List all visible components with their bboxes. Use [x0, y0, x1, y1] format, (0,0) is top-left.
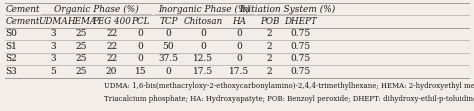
Text: 0: 0	[237, 54, 242, 63]
Text: UDMA: UDMA	[39, 17, 68, 26]
Text: 0: 0	[165, 67, 172, 76]
Text: HA: HA	[232, 17, 246, 26]
Text: S0: S0	[6, 29, 18, 38]
Text: 5: 5	[51, 67, 56, 76]
Text: 0.75: 0.75	[291, 67, 311, 76]
Text: S2: S2	[6, 54, 18, 63]
Text: PCL: PCL	[131, 17, 150, 26]
Text: Initiation System (%): Initiation System (%)	[239, 5, 335, 14]
Text: HEMA: HEMA	[67, 17, 96, 26]
Text: 37.5: 37.5	[158, 54, 179, 63]
Text: 22: 22	[106, 29, 117, 38]
Text: 0: 0	[201, 42, 206, 51]
Text: TCP: TCP	[159, 17, 178, 26]
Text: 2: 2	[267, 29, 273, 38]
Text: 3: 3	[51, 54, 56, 63]
Text: 0.75: 0.75	[291, 54, 311, 63]
Text: 15: 15	[135, 67, 146, 76]
Text: PEG 400: PEG 400	[92, 17, 131, 26]
Text: 12.5: 12.5	[193, 54, 213, 63]
Text: 3: 3	[51, 29, 56, 38]
Text: 0: 0	[138, 54, 144, 63]
Text: Triacalcium phosphate; HA: Hydroxyapatyte; POB: Benzoyl peroxide; DHEPT: dihydro: Triacalcium phosphate; HA: Hydroxyapatyt…	[104, 95, 474, 103]
Text: 0: 0	[237, 42, 242, 51]
Text: 2: 2	[267, 54, 273, 63]
Text: 17.5: 17.5	[193, 67, 213, 76]
Text: 0: 0	[165, 29, 172, 38]
Text: S1: S1	[6, 42, 18, 51]
Text: 0.75: 0.75	[291, 29, 311, 38]
Text: 0: 0	[138, 42, 144, 51]
Text: 20: 20	[106, 67, 117, 76]
Text: Cement: Cement	[6, 5, 40, 14]
Text: DHEPT: DHEPT	[284, 17, 317, 26]
Text: S3: S3	[6, 67, 18, 76]
Text: 0: 0	[201, 29, 206, 38]
Text: UDMA: 1,6-bis(methacryloxy-2-ethoxycarbonylamino)-2,4,4-trimethylhexane; HEMA: 2: UDMA: 1,6-bis(methacryloxy-2-ethoxycarbo…	[104, 82, 474, 90]
Text: 2: 2	[267, 67, 273, 76]
Text: Inorganic Phase (%): Inorganic Phase (%)	[158, 5, 250, 14]
Text: Chitosan: Chitosan	[184, 17, 223, 26]
Text: Organic Phase (%): Organic Phase (%)	[54, 5, 139, 14]
Text: 0: 0	[138, 29, 144, 38]
Text: 0: 0	[237, 29, 242, 38]
Text: 25: 25	[76, 67, 87, 76]
Text: 2: 2	[267, 42, 273, 51]
Text: 22: 22	[106, 42, 117, 51]
Text: 25: 25	[76, 29, 87, 38]
Text: 25: 25	[76, 42, 87, 51]
Text: 22: 22	[106, 54, 117, 63]
Text: 17.5: 17.5	[229, 67, 249, 76]
Text: Cement: Cement	[6, 17, 40, 26]
Text: 50: 50	[163, 42, 174, 51]
Text: 0.75: 0.75	[291, 42, 311, 51]
Text: POB: POB	[260, 17, 279, 26]
Text: 3: 3	[51, 42, 56, 51]
Text: 25: 25	[76, 54, 87, 63]
